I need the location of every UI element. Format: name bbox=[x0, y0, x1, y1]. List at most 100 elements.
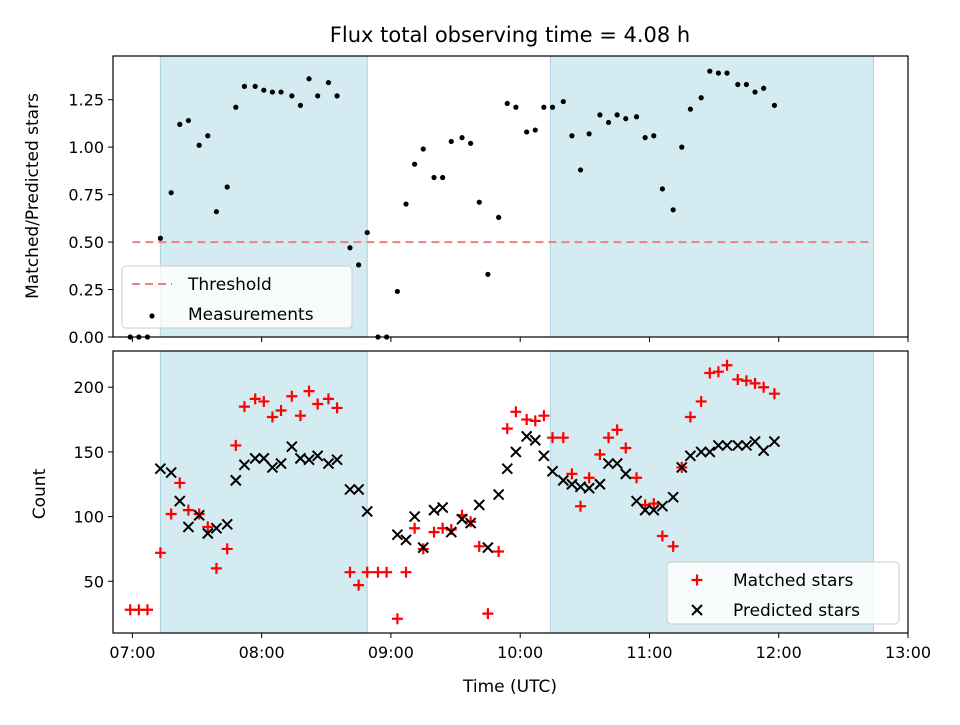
measurement-point bbox=[261, 88, 266, 93]
measurement-point bbox=[606, 120, 611, 125]
measurement-point bbox=[688, 107, 693, 112]
x-tick-label: 08:00 bbox=[239, 643, 285, 662]
top-y-axis-label: Matched/Predicted stars bbox=[23, 93, 43, 299]
measurement-point bbox=[315, 93, 320, 98]
predicted-star-point bbox=[438, 503, 448, 513]
measurement-point bbox=[744, 82, 749, 87]
top-legend-label: Threshold bbox=[187, 275, 272, 295]
x-tick-label: 07:00 bbox=[109, 643, 155, 662]
measurement-point bbox=[513, 105, 518, 110]
top-y-tick-label: 0.50 bbox=[68, 233, 104, 252]
x-tick-label: 10:00 bbox=[497, 643, 543, 662]
measurement-point bbox=[550, 105, 555, 110]
matched-star-point bbox=[493, 546, 504, 557]
bottom-y-axis-label: Count bbox=[30, 468, 50, 519]
measurement-point bbox=[634, 114, 639, 119]
predicted-star-point bbox=[483, 543, 493, 553]
measurement-point bbox=[761, 86, 766, 91]
measurement-point bbox=[356, 262, 361, 267]
measurement-point bbox=[524, 129, 529, 134]
predicted-star-point bbox=[539, 451, 549, 461]
measurement-point bbox=[306, 76, 311, 81]
matched-star-point bbox=[538, 410, 549, 421]
x-tick-label: 12:00 bbox=[756, 643, 802, 662]
measurement-point bbox=[699, 95, 704, 100]
measurement-point bbox=[643, 135, 648, 140]
measurement-point bbox=[707, 69, 712, 74]
measurement-point bbox=[561, 99, 566, 104]
measurement-point bbox=[468, 141, 473, 146]
top-legend-label: Measurements bbox=[188, 305, 314, 325]
top-y-tick-label: 1.25 bbox=[68, 91, 104, 110]
measurement-point bbox=[278, 89, 283, 94]
measurement-point bbox=[679, 145, 684, 150]
bottom-legend-label: Predicted stars bbox=[733, 601, 860, 621]
top-y-tick-label: 0.25 bbox=[68, 281, 104, 300]
top-observing-window-1 bbox=[550, 56, 873, 337]
bottom-y-tick-label: 150 bbox=[73, 443, 104, 462]
top-y-tick-label: 0.75 bbox=[68, 186, 104, 205]
measurement-point bbox=[485, 272, 490, 277]
x-tick-label: 09:00 bbox=[368, 643, 414, 662]
measurement-point bbox=[205, 133, 210, 138]
measurement-point bbox=[412, 162, 417, 167]
measurement-point bbox=[651, 133, 656, 138]
predicted-star-point bbox=[392, 530, 402, 540]
measurement-point bbox=[197, 143, 202, 148]
x-tick-label: 13:00 bbox=[885, 643, 931, 662]
bottom-y-tick-label: 100 bbox=[73, 508, 104, 527]
measurement-point bbox=[242, 84, 247, 89]
bottom-y-tick-label: 200 bbox=[73, 378, 104, 397]
measurement-point bbox=[623, 116, 628, 121]
measurement-point bbox=[569, 133, 574, 138]
matched-star-point bbox=[392, 613, 403, 624]
matched-star-point bbox=[510, 406, 521, 417]
predicted-star-point bbox=[511, 447, 521, 457]
legend-measurement-swatch bbox=[149, 313, 154, 318]
measurement-point bbox=[716, 70, 721, 75]
measurement-point bbox=[477, 200, 482, 205]
measurement-point bbox=[270, 89, 275, 94]
measurement-point bbox=[169, 190, 174, 195]
chart-figure: Flux total observing time = 4.08 h Match… bbox=[0, 0, 960, 720]
measurement-point bbox=[334, 93, 339, 98]
measurement-point bbox=[395, 289, 400, 294]
top-y-tick-label: 1.00 bbox=[68, 138, 104, 157]
measurement-point bbox=[365, 230, 370, 235]
x-tick-label: 11:00 bbox=[626, 643, 672, 662]
chart-layer: 0.00 0.25 0.50 0.75 1.00 1.25 Threshold Measure… bbox=[68, 56, 931, 662]
measurement-point bbox=[225, 184, 230, 189]
matched-star-point bbox=[409, 523, 420, 534]
measurement-point bbox=[421, 146, 426, 151]
measurement-point bbox=[541, 105, 546, 110]
measurement-point bbox=[449, 139, 454, 144]
measurement-point bbox=[186, 118, 191, 123]
matched-star-point bbox=[482, 608, 493, 619]
measurement-point bbox=[772, 103, 777, 108]
measurement-point bbox=[459, 135, 464, 140]
measurement-point bbox=[660, 186, 665, 191]
measurement-point bbox=[253, 84, 258, 89]
measurement-point bbox=[533, 127, 538, 132]
bottom-legend-label: Matched stars bbox=[733, 571, 853, 591]
bottom-y-tick-label: 50 bbox=[84, 572, 104, 591]
measurement-point bbox=[615, 112, 620, 117]
measurement-point bbox=[177, 122, 182, 127]
matched-star-point bbox=[530, 415, 541, 426]
measurement-point bbox=[326, 80, 331, 85]
predicted-star-point bbox=[474, 500, 484, 510]
measurement-point bbox=[587, 131, 592, 136]
measurement-point bbox=[289, 93, 294, 98]
measurement-point bbox=[403, 201, 408, 206]
chart-title: Flux total observing time = 4.08 h bbox=[330, 23, 690, 47]
measurement-point bbox=[671, 207, 676, 212]
predicted-star-point bbox=[410, 512, 420, 522]
predicted-star-point bbox=[502, 464, 512, 474]
matched-star-point bbox=[502, 423, 513, 434]
predicted-star-point bbox=[401, 535, 411, 545]
matched-star-point bbox=[401, 567, 412, 578]
measurement-point bbox=[440, 175, 445, 180]
measurement-point bbox=[431, 175, 436, 180]
predicted-star-point bbox=[429, 505, 439, 515]
predicted-star-point bbox=[494, 490, 504, 500]
